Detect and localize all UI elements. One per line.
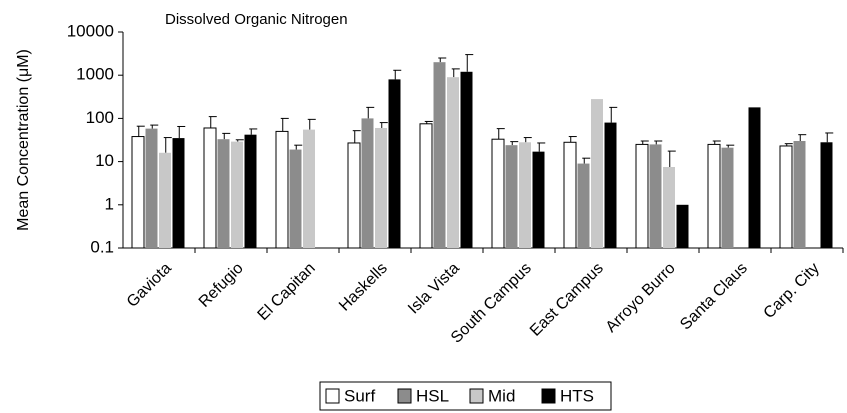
bar	[649, 144, 662, 248]
error-bar	[208, 116, 217, 128]
y-axis-label: Mean Concentration (μM)	[15, 49, 32, 231]
x-tick-label: Carp. City	[760, 260, 822, 322]
error-bar	[235, 139, 244, 142]
bar	[447, 77, 459, 248]
bar	[289, 149, 302, 248]
x-tick-label: Haskells	[336, 260, 391, 315]
bar	[145, 128, 158, 248]
error-bar	[352, 130, 361, 143]
error-bar	[177, 125, 186, 139]
bar	[532, 151, 545, 248]
bar	[375, 127, 387, 248]
bar	[419, 123, 433, 249]
bar	[820, 142, 833, 248]
bar	[347, 142, 361, 249]
x-tick-label: East Campus	[527, 260, 607, 340]
error-bar	[150, 124, 159, 129]
bar	[491, 138, 505, 249]
y-tick-label: 1	[105, 194, 114, 213]
error-bar	[249, 128, 258, 135]
y-tick-label: 100	[86, 108, 114, 127]
legend-label: HSL	[416, 386, 449, 405]
bar	[388, 79, 401, 249]
bar	[361, 118, 374, 249]
bar	[707, 143, 721, 249]
legend-label: HTS	[560, 386, 594, 405]
bar	[131, 136, 145, 249]
error-bar	[825, 132, 834, 143]
x-tick-label: Refugio	[196, 260, 247, 311]
bar	[721, 147, 734, 248]
bar	[303, 129, 315, 248]
x-tick-label: Isla Vista	[405, 260, 463, 318]
error-bar	[393, 69, 402, 80]
bar	[779, 145, 793, 249]
legend-swatch	[541, 388, 556, 404]
error-bar	[582, 157, 591, 164]
bar	[563, 141, 577, 249]
y-tick-label: 10	[95, 151, 114, 170]
error-bar	[451, 68, 460, 78]
error-bar	[798, 134, 807, 141]
bar	[748, 107, 761, 249]
bar	[604, 122, 617, 248]
bar	[159, 152, 171, 248]
legend-swatch	[469, 388, 484, 404]
bar	[433, 62, 446, 249]
error-bar	[609, 106, 618, 123]
bar	[203, 127, 217, 249]
chart-title: Dissolved Organic Nitrogen	[165, 11, 348, 28]
x-tick-label: Arroyo Burro	[603, 260, 679, 336]
legend-swatch	[325, 388, 340, 404]
error-bar	[496, 128, 505, 140]
error-bar	[667, 150, 676, 167]
bar	[172, 138, 185, 248]
legend-swatch	[397, 388, 412, 404]
error-bar	[640, 140, 649, 145]
bar	[505, 145, 518, 248]
bar	[663, 166, 675, 248]
error-bar	[307, 118, 316, 130]
error-bar	[712, 140, 721, 145]
bar	[591, 99, 603, 249]
y-tick-label: 0.1	[90, 237, 114, 256]
error-bar	[726, 144, 735, 148]
error-bar	[465, 54, 474, 72]
legend-label: Mid	[488, 386, 515, 405]
error-bar	[568, 136, 577, 143]
bar	[676, 204, 689, 248]
error-bar	[537, 142, 546, 152]
error-bar	[222, 132, 231, 140]
bar	[231, 141, 243, 248]
bar	[519, 142, 531, 248]
error-bar	[366, 106, 375, 119]
x-tick-label: Santa Claus	[677, 260, 751, 334]
error-bar	[438, 57, 447, 63]
error-bar	[654, 140, 663, 145]
bar	[244, 134, 257, 248]
legend-label: Surf	[344, 386, 375, 405]
y-tick-label: 10000	[67, 21, 114, 40]
legend-box	[319, 381, 612, 411]
bar	[577, 163, 590, 248]
bar	[460, 71, 473, 248]
error-bar	[379, 122, 388, 128]
bar	[635, 143, 649, 249]
x-tick-label: El Capitan	[255, 260, 319, 324]
error-bar	[294, 144, 303, 150]
error-bar	[523, 137, 532, 143]
bar	[793, 140, 806, 248]
error-bar	[510, 141, 519, 146]
error-bar	[280, 117, 289, 132]
bar	[275, 130, 289, 249]
x-tick-label: Gaviota	[124, 260, 175, 311]
error-bar	[163, 137, 172, 153]
error-bar	[136, 125, 145, 137]
bar	[217, 139, 230, 248]
y-tick-label: 1000	[76, 65, 114, 84]
